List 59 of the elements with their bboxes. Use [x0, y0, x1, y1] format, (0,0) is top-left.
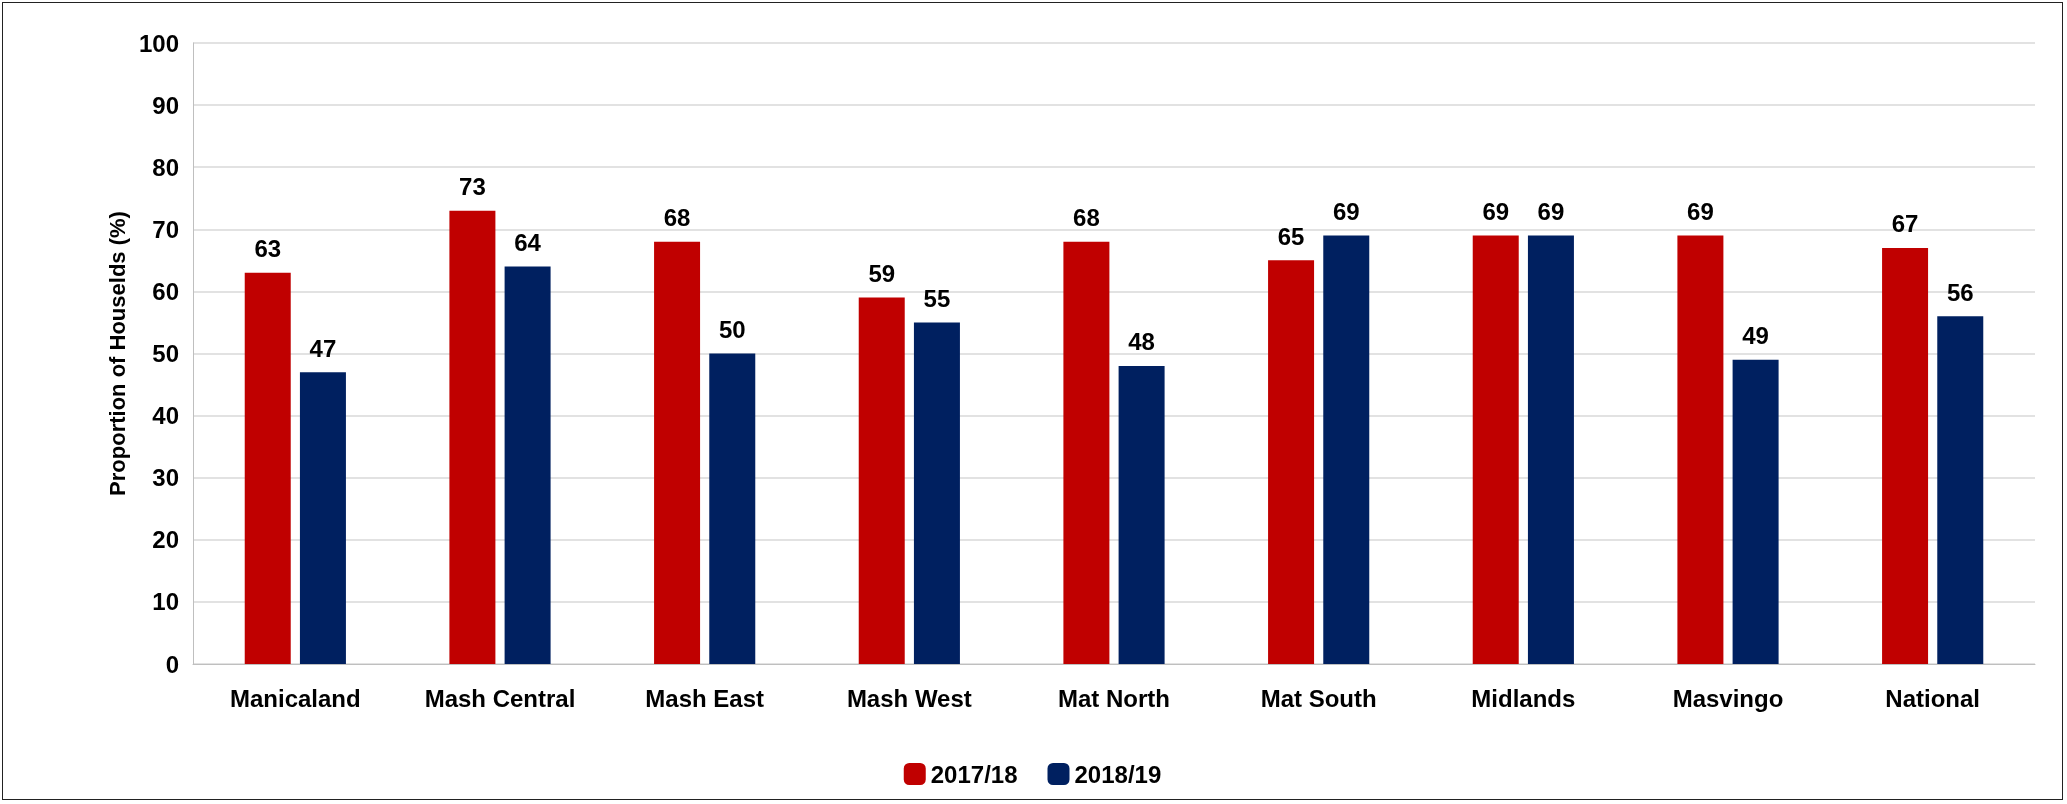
x-tick-label: Midlands — [1471, 684, 1576, 712]
data-label: 68 — [1073, 204, 1100, 232]
y-tick-label: 80 — [152, 153, 179, 181]
bar — [1118, 365, 1165, 664]
x-tick-label: Mash Central — [424, 684, 576, 712]
bar — [654, 241, 701, 664]
bar — [709, 353, 756, 664]
bar — [244, 272, 291, 664]
y-tick-label: 50 — [152, 340, 179, 367]
data-label: 49 — [1742, 322, 1769, 350]
bar — [1268, 260, 1315, 664]
x-tick-label: Mash West — [846, 684, 972, 712]
bar — [913, 322, 960, 664]
data-label: 64 — [514, 229, 542, 257]
bar — [1677, 235, 1724, 664]
legend-label: 2017/18 — [930, 760, 1018, 788]
data-label: 68 — [663, 204, 691, 232]
bar — [1063, 241, 1110, 664]
data-label: 67 — [1891, 210, 1919, 238]
bar — [504, 266, 551, 664]
data-label: 69 — [1687, 198, 1714, 226]
bar — [449, 210, 496, 664]
bar — [299, 372, 346, 664]
x-tick-label: Mat South — [1260, 684, 1377, 712]
data-label: 69 — [1537, 198, 1565, 226]
data-label: 56 — [1946, 278, 1974, 306]
bar — [858, 297, 905, 664]
y-tick-label: 20 — [152, 526, 179, 554]
y-tick-label: 70 — [152, 215, 179, 243]
bar — [1732, 359, 1779, 664]
data-label: 55 — [923, 284, 951, 312]
data-label: 73 — [459, 173, 486, 201]
data-label: 65 — [1277, 222, 1305, 250]
y-tick-label: 40 — [152, 402, 179, 430]
x-tick-label: Mat North — [1058, 684, 1170, 712]
y-tick-label: 30 — [152, 464, 179, 492]
bar — [1527, 235, 1574, 664]
y-tick-label: 90 — [152, 91, 179, 119]
x-tick-label: National — [1885, 684, 1981, 712]
bar — [1323, 235, 1370, 664]
legend-label: 2018/19 — [1074, 760, 1162, 788]
data-label: 50 — [718, 316, 746, 343]
y-tick-label: 100 — [138, 29, 179, 57]
y-tick-label: 10 — [152, 588, 179, 616]
x-tick-label: Masvingo — [1672, 684, 1784, 712]
x-tick-label: Mash East — [645, 684, 765, 712]
data-label: 47 — [309, 334, 337, 362]
data-label: 59 — [868, 260, 896, 288]
x-tick-label: Manicaland — [229, 684, 361, 712]
data-label: 63 — [254, 235, 282, 263]
y-tick-label: 60 — [152, 277, 179, 305]
data-label: 69 — [1482, 198, 1510, 226]
bar — [1882, 247, 1929, 664]
bar — [1472, 235, 1519, 664]
data-label: 69 — [1332, 198, 1360, 226]
y-axis-title: Proportion of Houselds (%) — [104, 211, 130, 496]
data-label: 48 — [1128, 328, 1155, 356]
y-tick-label: 0 — [165, 650, 179, 678]
bar — [1937, 316, 1984, 664]
